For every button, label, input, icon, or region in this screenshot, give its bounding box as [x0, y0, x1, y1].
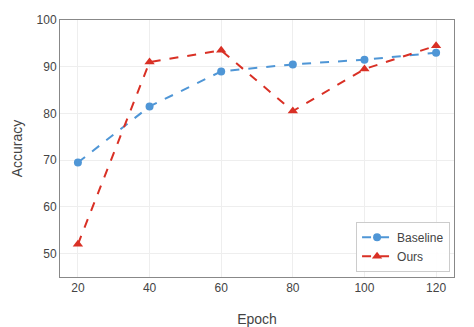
svg-text:60: 60: [43, 200, 57, 214]
svg-text:80: 80: [43, 107, 57, 121]
svg-text:Ours: Ours: [397, 250, 423, 264]
svg-text:50: 50: [43, 247, 57, 261]
svg-text:80: 80: [286, 281, 300, 295]
svg-text:70: 70: [43, 153, 57, 167]
svg-text:90: 90: [43, 60, 57, 74]
svg-text:120: 120: [426, 281, 446, 295]
svg-text:Baseline: Baseline: [397, 231, 443, 245]
svg-text:60: 60: [215, 281, 229, 295]
svg-text:100: 100: [37, 13, 57, 27]
svg-text:Accuracy: Accuracy: [9, 120, 25, 178]
svg-text:20: 20: [71, 281, 85, 295]
svg-text:40: 40: [143, 281, 157, 295]
svg-text:100: 100: [354, 281, 374, 295]
svg-text:Epoch: Epoch: [237, 311, 277, 327]
